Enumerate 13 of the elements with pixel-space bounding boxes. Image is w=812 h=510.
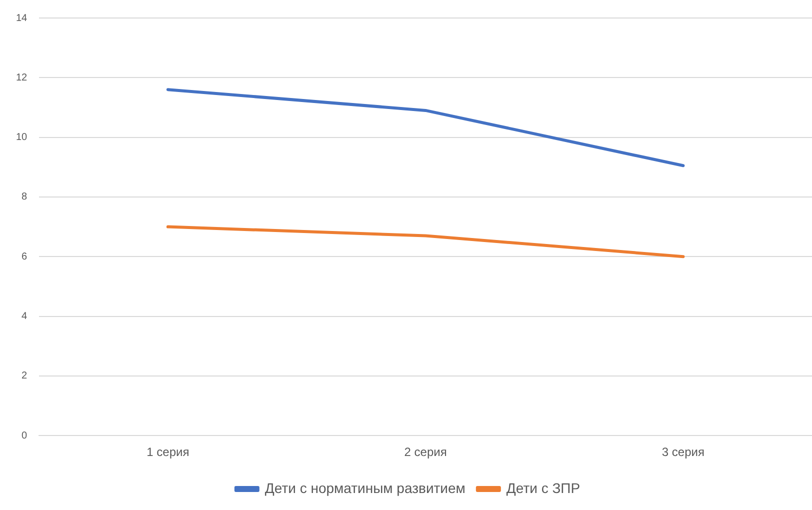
x-tick-label: 2 серия	[404, 445, 447, 460]
legend-label: Дети с ЗПР	[506, 480, 580, 496]
y-tick-label: 2	[22, 370, 28, 382]
y-tick-label: 6	[22, 251, 28, 262]
y-tick-label: 10	[16, 132, 28, 144]
x-tick-label: 3 серия	[662, 445, 704, 460]
y-tick-label: 4	[22, 311, 28, 322]
y-tick-label: 8	[22, 192, 28, 203]
y-tick-label: 0	[22, 430, 28, 442]
x-tick-label: 1 серия	[146, 445, 190, 460]
legend-label: Дети с норматиным развитием	[264, 480, 466, 496]
y-tick-label: 12	[16, 72, 28, 84]
y-tick-label: 14	[16, 12, 28, 24]
